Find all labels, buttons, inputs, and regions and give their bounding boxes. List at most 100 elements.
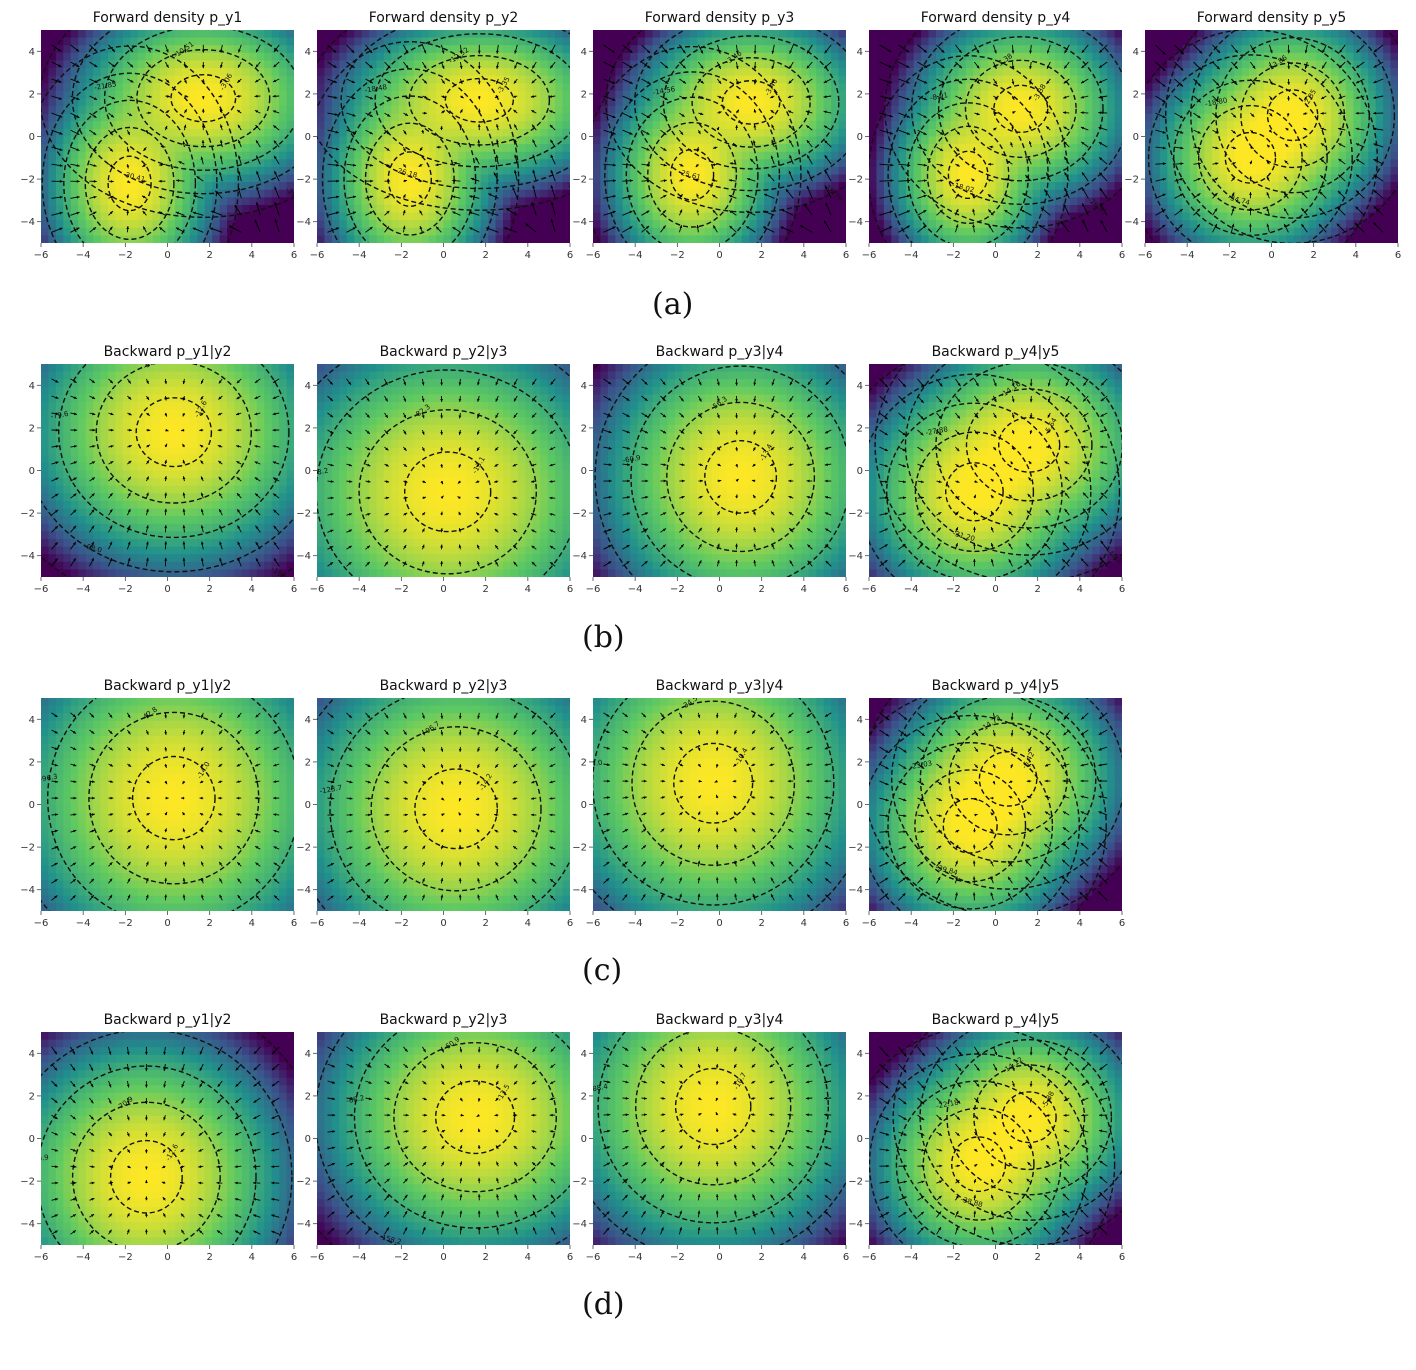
y-tick-label: 0 [305, 800, 311, 811]
y-tick-label: 4 [581, 47, 587, 58]
x-tick-label: 2 [758, 584, 764, 595]
y-tick-label: 4 [29, 381, 35, 392]
vector-field [603, 44, 832, 233]
x-tick-label: 2 [1034, 918, 1040, 929]
contour-line [364, 122, 455, 236]
subplot-title: Backward p_y2|y3 [380, 678, 508, 694]
y-tick-label: −4 [20, 885, 35, 896]
y-tick-label: −4 [572, 217, 587, 228]
subplot: Backward p_y4|y5-5.88-14.12-22.18-38.88−… [848, 1012, 1125, 1263]
contour-line [593, 698, 835, 906]
x-tick-label: −4 [352, 1252, 367, 1263]
contour-label: -123.7 [319, 784, 343, 796]
y-tick-label: −4 [848, 551, 863, 562]
heatmap-field: -3.35-12.52-18.48-26.18-29.16-41.95 [317, 30, 570, 243]
x-tick-label: −4 [628, 250, 643, 261]
contour-line [911, 30, 1122, 205]
contour-label: -88.4 [589, 1083, 609, 1094]
y-tick-label: 0 [857, 1134, 863, 1145]
subplot-title: Backward p_y4|y5 [932, 678, 1060, 694]
contour-line [444, 77, 514, 123]
contour-line [874, 364, 1122, 577]
x-tick-label: −2 [946, 1252, 961, 1263]
x-tick-label: 2 [206, 250, 212, 261]
x-tick-label: −6 [862, 1252, 877, 1263]
y-tick-label: 0 [581, 1134, 587, 1145]
subplot-title: Forward density p_y1 [93, 10, 243, 26]
subplot-title: Forward density p_y2 [369, 10, 519, 26]
y-tick-label: 4 [857, 715, 863, 726]
x-tick-label: −4 [628, 918, 643, 929]
x-tick-label: −2 [394, 1252, 409, 1263]
x-tick-label: 4 [801, 250, 807, 261]
x-tick-label: −2 [670, 584, 685, 595]
subplot: Backward p_y4|y5-6.42-14.73-23.03-39.84−… [848, 678, 1125, 929]
x-tick-label: −4 [904, 250, 919, 261]
contour-line [58, 364, 290, 539]
contour-line [869, 364, 1121, 577]
contour-line [1173, 79, 1328, 237]
subplot: Backward p_y1|y2-14.0-42.8-96.3-124.5−6−… [20, 678, 297, 929]
y-tick-label: 0 [581, 132, 587, 143]
y-tick-label: 2 [581, 423, 587, 434]
x-tick-label: 6 [1119, 918, 1125, 929]
y-tick-label: 2 [29, 423, 35, 434]
x-tick-label: 0 [716, 918, 722, 929]
contour-label: -104.3 [269, 565, 291, 586]
x-tick-label: 4 [801, 1252, 807, 1263]
x-tick-label: 0 [164, 250, 170, 261]
x-tick-label: −6 [34, 250, 49, 261]
vector-field [51, 378, 280, 567]
subplot: Backward p_y4|y5 -5.64-14.16-27.88-31.20-… [848, 344, 1125, 595]
y-tick-label: −2 [848, 1177, 863, 1188]
x-tick-label: 2 [206, 1252, 212, 1263]
x-tick-label: −2 [118, 918, 133, 929]
contour-line [869, 55, 1069, 243]
y-tick-label: −2 [848, 175, 863, 186]
x-tick-label: 6 [843, 918, 849, 929]
y-tick-label: −4 [572, 551, 587, 562]
x-tick-label: 4 [801, 584, 807, 595]
x-tick-label: 2 [758, 918, 764, 929]
y-tick-label: 4 [29, 47, 35, 58]
x-tick-label: 0 [440, 1252, 446, 1263]
x-tick-label: −4 [352, 250, 367, 261]
contour-line [340, 30, 570, 190]
y-tick-label: −2 [20, 1177, 35, 1188]
contour-line [891, 698, 1122, 890]
x-tick-label: 6 [843, 584, 849, 595]
x-tick-label: −2 [946, 918, 961, 929]
vector-field [879, 1046, 1108, 1235]
y-tick-label: 0 [29, 466, 35, 477]
contour-label: -88.2 [346, 1094, 365, 1105]
subplot: Backward p_y3|y4 -10.4-34.5-64.0 −6 −4 −2 0 2 4… [572, 678, 849, 929]
y-tick-label: −4 [20, 217, 35, 228]
contour-line [353, 1032, 570, 1229]
subplot: Backward p_y1|y2 -12.6-55.9-79.6-98.0-104… [20, 344, 297, 595]
contour-line [926, 125, 1010, 225]
x-tick-label: 0 [1268, 250, 1274, 261]
contour-line [41, 1065, 257, 1245]
subplot-title: Backward p_y1|y2 [104, 344, 232, 360]
y-tick-label: −2 [296, 1177, 311, 1188]
contour-line [630, 365, 846, 577]
heatmap-field: -12.6-55.9-79.6-98.0-104.3 [41, 364, 294, 586]
x-tick-label: 2 [758, 250, 764, 261]
subfigure-caption: (b) [582, 620, 625, 655]
x-tick-label: 4 [1077, 584, 1083, 595]
figure-row: Backward p_y1|y2 -12.6 -55.9 -79.6 -98.0 -104… [0, 334, 1416, 668]
vector-field [51, 1046, 280, 1235]
contour-line [1240, 62, 1346, 169]
y-tick-label: −4 [1124, 217, 1139, 228]
x-tick-label: 0 [440, 584, 446, 595]
heatmap-field: -3.38-3.38-8.91-18.02-26.65 [869, 30, 1122, 243]
y-tick-label: 0 [857, 466, 863, 477]
y-tick-label: 0 [1133, 132, 1139, 143]
heatmap-field: -5.64-14.16-27.88-31.20-40.24 [869, 364, 1122, 577]
x-tick-label: −4 [1180, 250, 1195, 261]
y-tick-label: 2 [305, 757, 311, 768]
y-tick-label: 0 [29, 1134, 35, 1145]
x-tick-label: 0 [716, 1252, 722, 1263]
contour-line [919, 698, 1097, 863]
subplot: Forward density p_y4 -3.38-3.38-8.91-18.0… [848, 10, 1125, 261]
